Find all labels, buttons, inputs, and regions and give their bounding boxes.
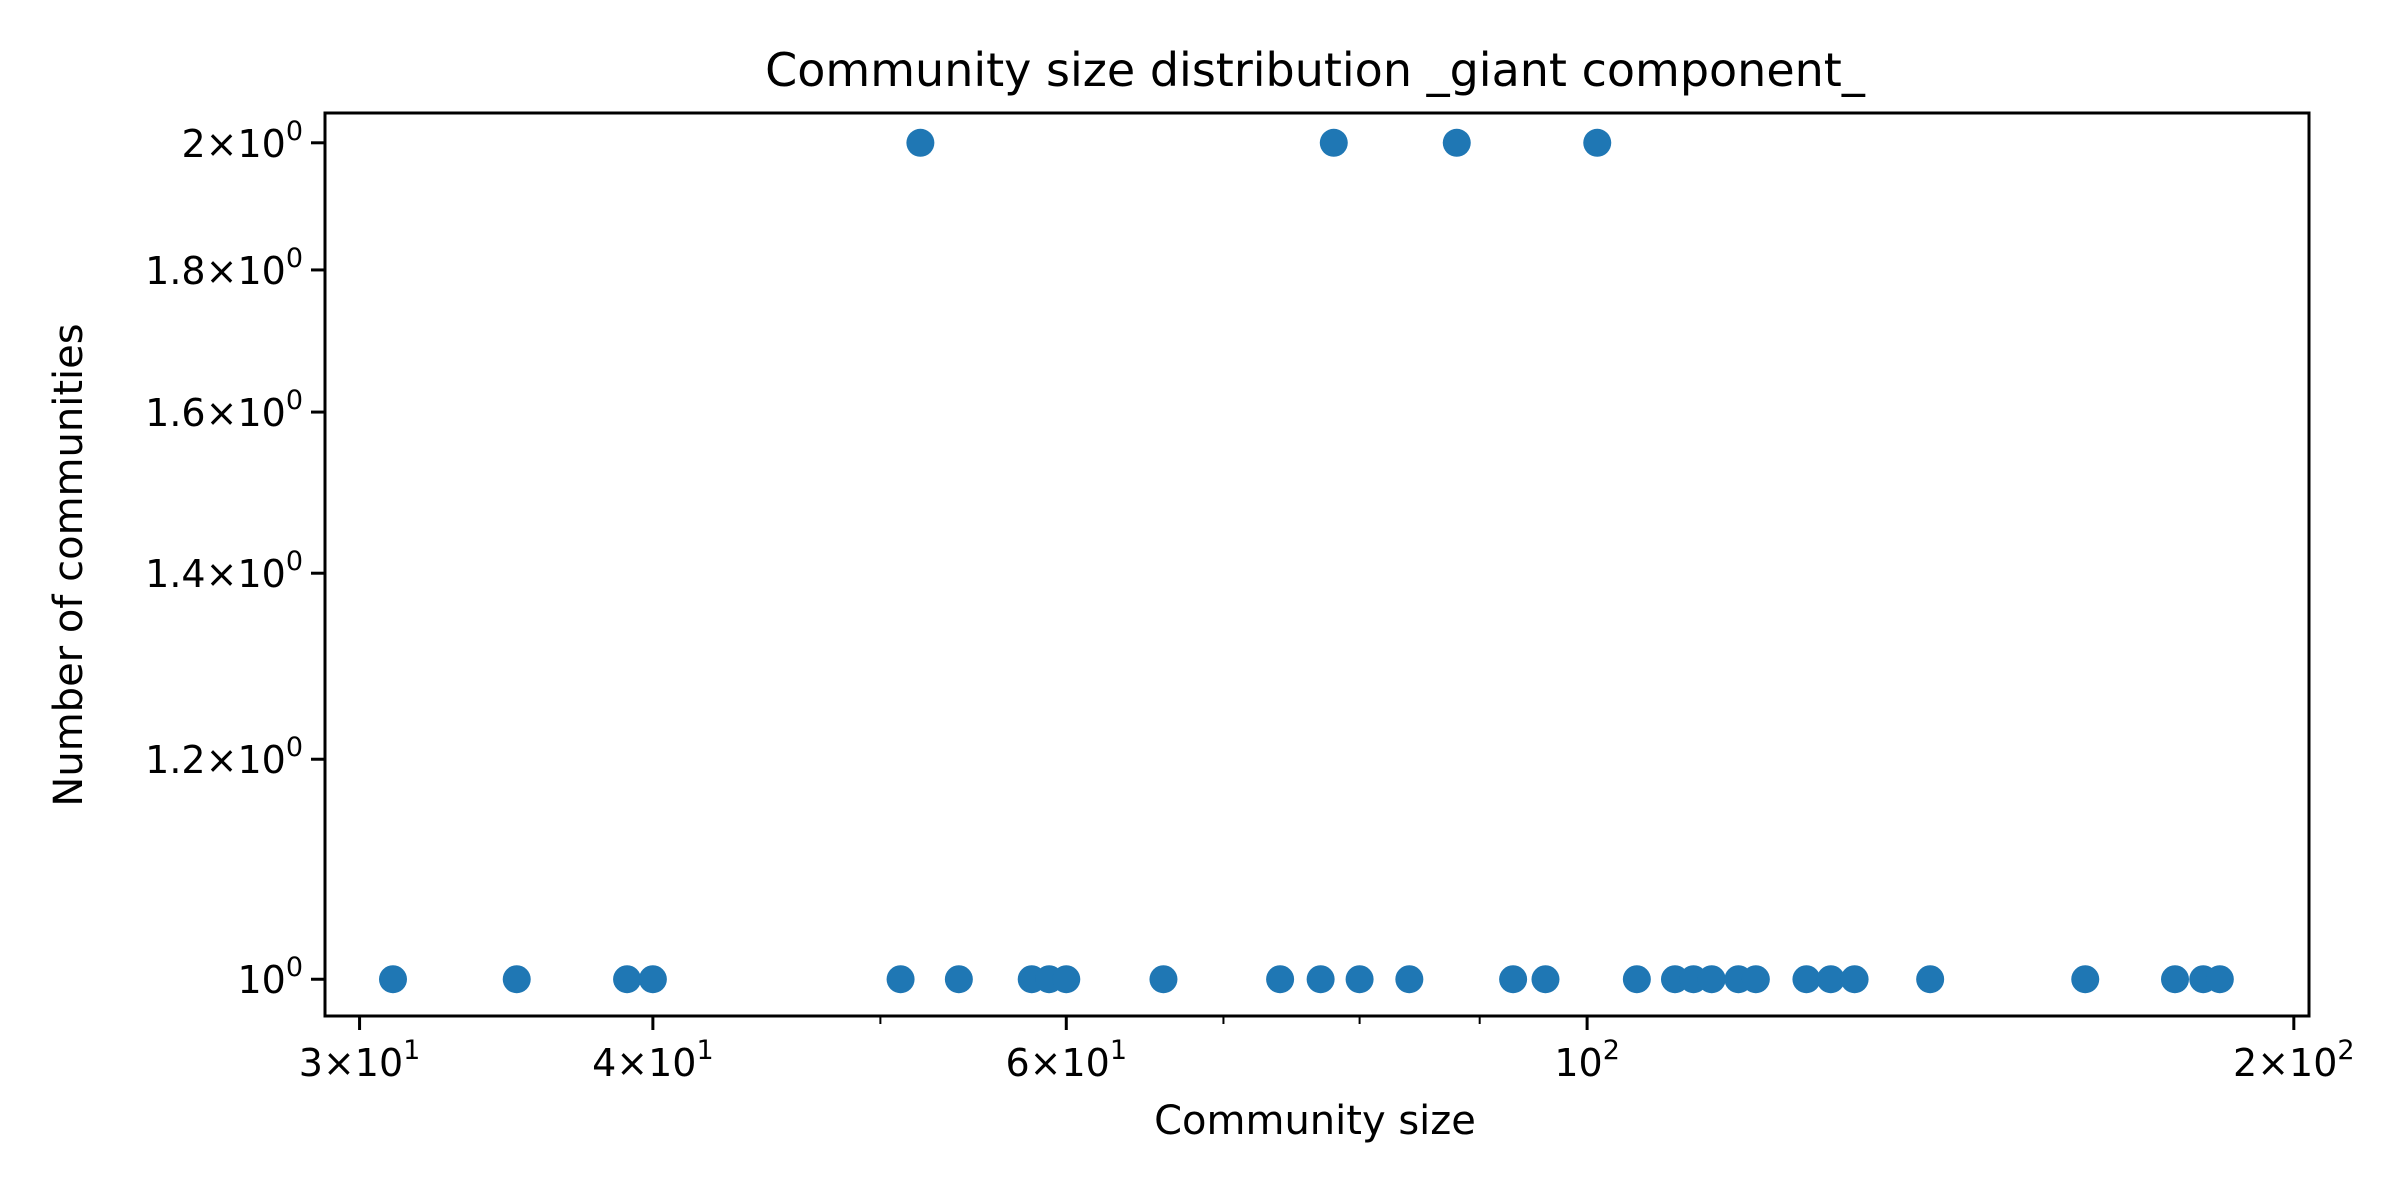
data-point [1741,965,1770,994]
data-point [886,965,915,994]
y-axis-ticks: 100 1.2×100 1.4×100 1.6×100 1.8×100 2×100 [145,116,325,1002]
data-point [378,965,407,994]
x-tick-label: 6×101 [1005,1035,1127,1085]
x-tick-label: 4×101 [592,1035,714,1085]
x-axis-label: Community size [1154,1098,1476,1144]
data-point [1306,965,1335,994]
data-point [1531,965,1560,994]
data-point [1622,965,1651,994]
data-point [1816,965,1845,994]
x-tick-label: 102 [1554,1035,1620,1085]
plot-area-frame [323,111,2311,1018]
y-tick-label: 1.6×100 [145,385,303,435]
data-point [1266,965,1295,994]
y-tick-label: 1.4×100 [145,546,303,596]
data-point [2205,965,2234,994]
data-point [1395,965,1424,994]
y-axis-label: Number of communities [46,323,92,806]
data-point [906,128,935,157]
y-tick-label: 100 [237,952,303,1002]
y-tick-label: 1.2×100 [145,732,303,782]
data-point [1840,965,1869,994]
data-point [1345,965,1374,994]
data-point [2161,965,2190,994]
scatter-points [378,128,2234,994]
chart-title: Community size distribution _giant compo… [765,43,1866,97]
data-point [1319,128,1348,157]
data-point [502,965,531,994]
data-point [1792,965,1821,994]
data-point [1583,128,1612,157]
data-point [944,965,973,994]
data-point [1442,128,1471,157]
data-point [1052,965,1081,994]
data-point [1499,965,1528,994]
data-point [638,965,667,994]
x-axis-ticks: 3×101 4×101 6×101 102 2×102 [299,1016,2355,1085]
y-tick-label: 1.8×100 [145,243,303,293]
data-point [1916,965,1945,994]
data-point [1697,965,1726,994]
data-point [1149,965,1178,994]
y-tick-label: 2×100 [181,116,303,166]
x-tick-label: 3×101 [299,1035,421,1085]
x-tick-label: 2×102 [2233,1035,2355,1085]
data-point [2071,965,2100,994]
data-point [613,965,642,994]
